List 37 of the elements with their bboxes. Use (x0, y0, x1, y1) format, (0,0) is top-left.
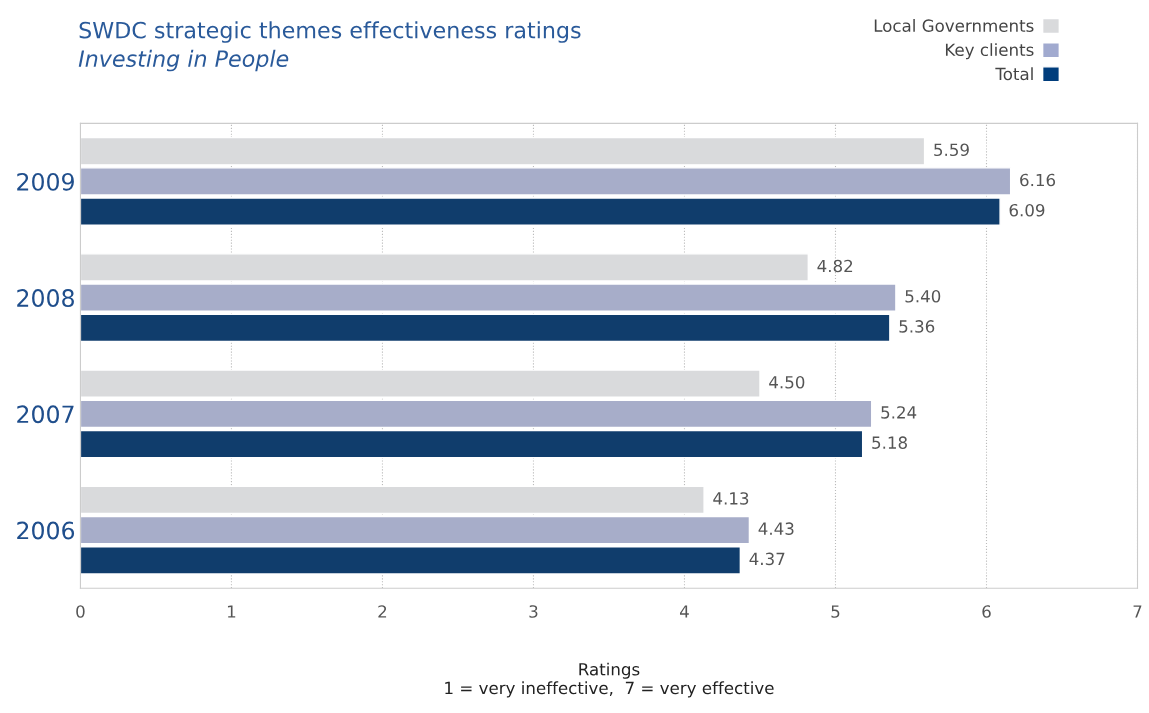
x-tick-label: 2 (378, 605, 387, 618)
x-tick-label: 0 (76, 605, 85, 618)
data-label: 5.18 (872, 436, 907, 449)
y-tick-label: 2009 (17, 172, 74, 191)
data-label: 5.24 (881, 406, 917, 419)
y-tick-label: 2006 (17, 521, 75, 540)
bar (80, 369, 761, 398)
x-tick-label: 7 (1133, 605, 1142, 618)
data-label: 4.50 (769, 375, 805, 389)
bar (80, 515, 751, 545)
chart-title: SWDC strategic themes effectiveness ratings (79, 21, 581, 43)
data-label: 5.59 (934, 143, 969, 157)
x-tick-label: 3 (529, 605, 538, 618)
y-tick-label: 2008 (17, 289, 74, 307)
legend-label: Key clients (945, 43, 1034, 60)
bar (80, 485, 705, 515)
data-label: 5.40 (905, 289, 941, 303)
y-tick-label: 2007 (17, 405, 74, 424)
x-tick-label: 1 (227, 605, 236, 618)
bar (80, 429, 864, 459)
legend-label: Total (995, 67, 1033, 81)
chart-subtitle: Investing in People (78, 49, 289, 72)
data-label: 6.09 (1009, 203, 1045, 217)
x-tick-label: 4 (679, 605, 689, 618)
data-label: 5.36 (899, 320, 935, 333)
bar (80, 399, 873, 429)
bar (80, 313, 891, 343)
legend-label: Local Governments (874, 19, 1034, 32)
bar (80, 546, 742, 575)
data-label: 4.37 (749, 552, 785, 566)
data-label: 4.13 (713, 492, 749, 505)
x-tick-label: 6 (982, 605, 991, 618)
x-axis-title: Ratings 1 = very ineffective, 7 = very effective (445, 662, 774, 698)
data-label: 6.16 (1020, 173, 1056, 187)
data-label: 4.82 (817, 259, 853, 273)
data-label: 4.43 (758, 522, 794, 535)
x-tick-label: 5 (831, 605, 840, 618)
